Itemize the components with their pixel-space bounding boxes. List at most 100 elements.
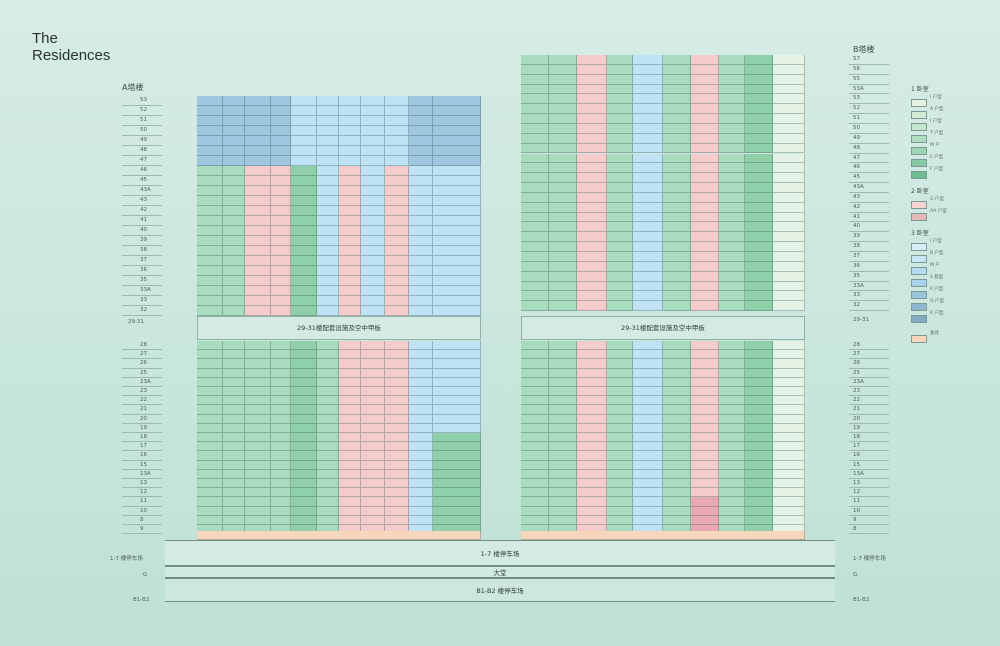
unit-cell xyxy=(361,359,385,369)
unit-cell xyxy=(633,192,663,203)
unit-cell xyxy=(773,469,805,479)
unit-cell xyxy=(607,341,633,351)
unit-cell xyxy=(663,261,691,272)
unit-cell xyxy=(549,143,577,154)
unit-cell xyxy=(223,146,245,156)
unit-cell xyxy=(197,405,223,415)
page-title: The Residences xyxy=(32,30,110,64)
unit-cell xyxy=(719,114,745,124)
unit-cell xyxy=(691,232,719,243)
floor-divider xyxy=(849,413,889,415)
unit-cell xyxy=(607,104,633,115)
unit-cell xyxy=(745,414,773,424)
unit-cell xyxy=(663,271,691,282)
unit-cell xyxy=(577,153,607,164)
unit-cell xyxy=(385,451,409,461)
unit-cell xyxy=(663,405,691,415)
unit-cell xyxy=(607,460,633,470)
unit-cell xyxy=(197,460,223,470)
unit-cell xyxy=(271,460,291,470)
legend-swatch xyxy=(911,255,927,263)
unit-cell xyxy=(433,405,481,415)
unit-cell xyxy=(521,173,549,184)
unit-cell xyxy=(409,296,433,306)
unit-cell xyxy=(577,451,607,461)
floor-number: 47 xyxy=(140,157,147,163)
unit-cell xyxy=(663,212,691,223)
floor-divider xyxy=(849,386,889,387)
unit-cell xyxy=(549,222,577,233)
unit-cell xyxy=(317,414,339,424)
floor-number: 10 xyxy=(140,507,147,514)
floor-number: 12 xyxy=(140,489,147,496)
unit-cell xyxy=(549,84,577,95)
unit-cell xyxy=(607,143,633,154)
unit-cell xyxy=(549,442,577,452)
unit-cell xyxy=(245,216,271,226)
unit-cell xyxy=(773,377,805,387)
legend-swatch xyxy=(911,213,927,221)
unit-cell xyxy=(549,212,577,223)
unit-cell xyxy=(197,236,223,246)
unit-cell xyxy=(409,506,433,516)
unit-cell xyxy=(385,350,409,360)
unit-cell xyxy=(663,387,691,397)
floor-number: 27 xyxy=(140,351,147,358)
unit-cell xyxy=(339,423,361,433)
unit-cell xyxy=(223,405,245,415)
unit-cell xyxy=(223,497,245,507)
unit-cell xyxy=(433,296,481,306)
floor-number: 41 xyxy=(853,213,860,220)
unit-cell xyxy=(271,196,291,206)
unit-cell xyxy=(271,176,291,186)
legend-item-label: E 户型 xyxy=(930,155,944,160)
unit-cell xyxy=(663,242,691,252)
unit-cell xyxy=(773,202,805,213)
unit-cell xyxy=(339,266,361,276)
unit-cell xyxy=(361,266,385,276)
unit-cell xyxy=(745,232,773,243)
unit-cell xyxy=(691,173,719,184)
unit-cell xyxy=(245,460,271,470)
unit-cell xyxy=(317,359,339,369)
floor-number: 50 xyxy=(140,127,147,133)
unit-cell xyxy=(607,202,633,213)
floor-divider xyxy=(849,450,889,452)
unit-cell xyxy=(607,183,633,193)
unit-cell xyxy=(317,176,339,186)
floor-divider xyxy=(122,135,162,136)
unit-cell xyxy=(291,387,317,397)
unit-cell xyxy=(607,133,633,144)
floor-divider xyxy=(849,142,889,144)
unit-cell xyxy=(271,296,291,306)
unit-cell xyxy=(773,442,805,452)
unit-cell xyxy=(223,423,245,433)
unit-cell xyxy=(409,156,433,166)
unit-cell xyxy=(607,281,633,292)
unit-cell xyxy=(745,442,773,452)
unit-cell xyxy=(271,186,291,196)
floor-number: 12 xyxy=(853,489,860,496)
unit-cell xyxy=(385,479,409,489)
unit-cell xyxy=(691,192,719,203)
unit-cell xyxy=(197,106,223,116)
floor-number: 21 xyxy=(853,406,860,413)
unit-cell xyxy=(433,414,481,424)
unit-cell xyxy=(317,451,339,461)
floor-divider xyxy=(849,300,889,302)
unit-cell xyxy=(317,186,339,196)
floor-divider xyxy=(122,422,162,424)
floor-number: 47 xyxy=(853,154,860,161)
unit-cell xyxy=(197,469,223,479)
unit-cell xyxy=(385,216,409,226)
unit-cell xyxy=(385,166,409,176)
legend-swatch xyxy=(911,171,927,179)
floor-divider xyxy=(122,235,162,236)
unit-cell xyxy=(361,96,385,106)
unit-cell xyxy=(521,423,549,433)
unit-cell xyxy=(361,506,385,516)
unit-cell xyxy=(577,301,607,312)
unit-cell xyxy=(433,176,481,186)
unit-cell xyxy=(719,359,745,369)
unit-cell xyxy=(361,306,385,316)
